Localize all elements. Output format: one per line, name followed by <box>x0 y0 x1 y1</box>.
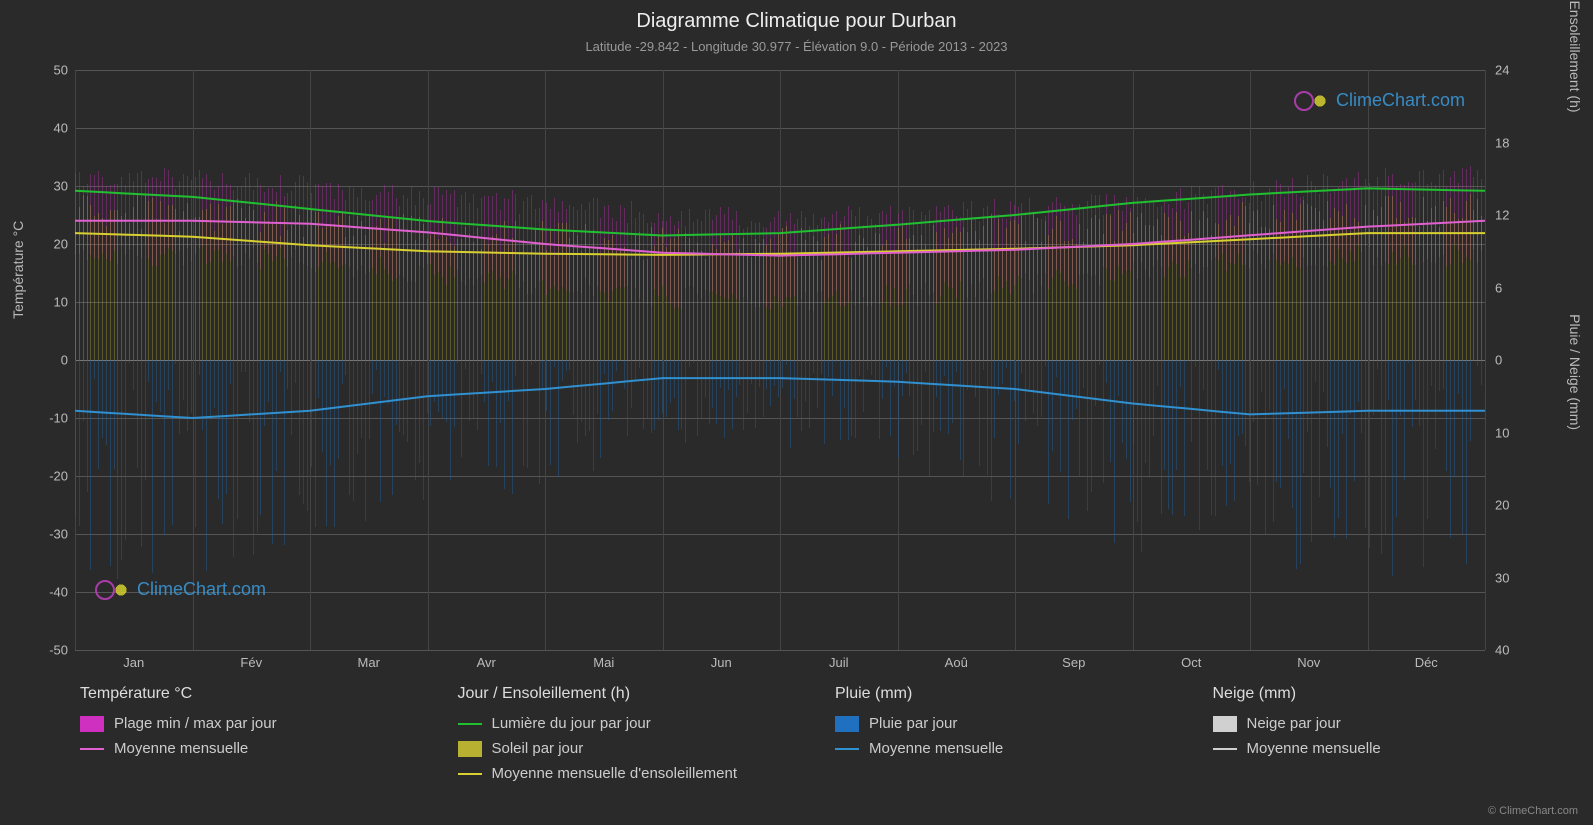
legend-label: Soleil par jour <box>492 740 584 757</box>
x-axis-tick: Aoû <box>945 655 968 670</box>
chart-plot-area: ClimeChart.com ClimeChart.com <box>75 70 1485 650</box>
legend-item: Plage min / max par jour <box>80 715 398 732</box>
right-axis-bottom-tick: 20 <box>1495 498 1509 513</box>
right-axis-bottom-tick: 30 <box>1495 570 1509 585</box>
logo-circle-icon <box>95 580 115 600</box>
legend-label: Pluie par jour <box>869 715 957 732</box>
watermark-top: ClimeChart.com <box>1294 90 1465 111</box>
left-axis-tick: -20 <box>28 469 68 484</box>
chart-lines <box>75 70 1485 650</box>
legend-item: Moyenne mensuelle <box>835 740 1153 757</box>
x-axis-tick: Fév <box>240 655 262 670</box>
x-axis-tick: Mai <box>593 655 614 670</box>
right-axis-top-tick: 0 <box>1495 353 1502 368</box>
legend-swatch <box>458 723 482 725</box>
legend-group: Température °C Plage min / max par jour Mo… <box>80 685 398 790</box>
left-axis-tick: 20 <box>28 237 68 252</box>
left-axis-tick: -50 <box>28 643 68 658</box>
right-axis-top-tick: 12 <box>1495 208 1509 223</box>
left-axis-tick: -30 <box>28 527 68 542</box>
left-axis-tick: 40 <box>28 121 68 136</box>
x-axis-tick: Oct <box>1181 655 1201 670</box>
legend-swatch <box>458 741 482 757</box>
legend-item: Neige par jour <box>1213 715 1531 732</box>
x-axis-tick: Jun <box>711 655 732 670</box>
legend-swatch <box>1213 716 1237 732</box>
watermark-text: ClimeChart.com <box>1336 90 1465 111</box>
logo-circle-icon <box>1294 91 1314 111</box>
legend-label: Moyenne mensuelle <box>869 740 1003 757</box>
legend-swatch <box>80 748 104 750</box>
legend-swatch <box>458 773 482 775</box>
copyright: © ClimeChart.com <box>1488 805 1578 817</box>
legend-group: Pluie (mm) Pluie par jour Moyenne mensuell… <box>835 685 1153 790</box>
left-axis-title: Température °C <box>10 221 26 319</box>
legend-swatch <box>1213 748 1237 750</box>
legend-swatch <box>835 716 859 732</box>
legend-label: Lumière du jour par jour <box>492 715 651 732</box>
legend-item: Moyenne mensuelle d'ensoleillement <box>458 765 776 782</box>
watermark-bottom: ClimeChart.com <box>95 579 266 600</box>
right-axis-top-title: Jour / Ensoleillement (h) <box>1567 0 1583 113</box>
right-axis-bottom-tick: 40 <box>1495 643 1509 658</box>
x-axis-tick: Juil <box>829 655 849 670</box>
left-axis-tick: 10 <box>28 295 68 310</box>
legend-group-title: Pluie (mm) <box>835 685 1153 703</box>
legend-item: Lumière du jour par jour <box>458 715 776 732</box>
legend-group: Neige (mm) Neige par jour Moyenne mensuell… <box>1213 685 1531 790</box>
legend-item: Moyenne mensuelle <box>80 740 398 757</box>
left-axis-tick: -10 <box>28 411 68 426</box>
legend-swatch <box>835 748 859 750</box>
x-axis-tick: Mar <box>358 655 380 670</box>
x-axis-tick: Déc <box>1415 655 1438 670</box>
legend-group-title: Température °C <box>80 685 398 703</box>
legend-label: Plage min / max par jour <box>114 715 277 732</box>
legend-group: Jour / Ensoleillement (h) Lumière du jour… <box>458 685 776 790</box>
legend-item: Pluie par jour <box>835 715 1153 732</box>
x-axis-tick: Avr <box>477 655 496 670</box>
left-axis-tick: -40 <box>28 585 68 600</box>
legend-label: Moyenne mensuelle d'ensoleillement <box>492 765 738 782</box>
legend-item: Moyenne mensuelle <box>1213 740 1531 757</box>
left-axis-tick: 0 <box>28 353 68 368</box>
x-axis-tick: Sep <box>1062 655 1085 670</box>
left-axis-tick: 30 <box>28 179 68 194</box>
x-axis-tick: Nov <box>1297 655 1320 670</box>
legend-group-title: Neige (mm) <box>1213 685 1531 703</box>
legend-item: Soleil par jour <box>458 740 776 757</box>
chart-title: Diagramme Climatique pour Durban <box>0 0 1593 33</box>
right-axis-bottom-title: Pluie / Neige (mm) <box>1567 314 1583 430</box>
right-axis-bottom-tick: 10 <box>1495 425 1509 440</box>
right-axis-top-tick: 18 <box>1495 135 1509 150</box>
legend-label: Moyenne mensuelle <box>1247 740 1381 757</box>
watermark-text: ClimeChart.com <box>137 579 266 600</box>
legend-swatch <box>80 716 104 732</box>
legend-label: Moyenne mensuelle <box>114 740 248 757</box>
legend-group-title: Jour / Ensoleillement (h) <box>458 685 776 703</box>
x-axis-tick: Jan <box>123 655 144 670</box>
legend: Température °C Plage min / max par jour Mo… <box>80 685 1530 790</box>
legend-label: Neige par jour <box>1247 715 1341 732</box>
right-axis-top-tick: 6 <box>1495 280 1502 295</box>
left-axis-tick: 50 <box>28 63 68 78</box>
chart-subtitle: Latitude -29.842 - Longitude 30.977 - Él… <box>0 39 1593 54</box>
right-axis-top-tick: 24 <box>1495 63 1509 78</box>
